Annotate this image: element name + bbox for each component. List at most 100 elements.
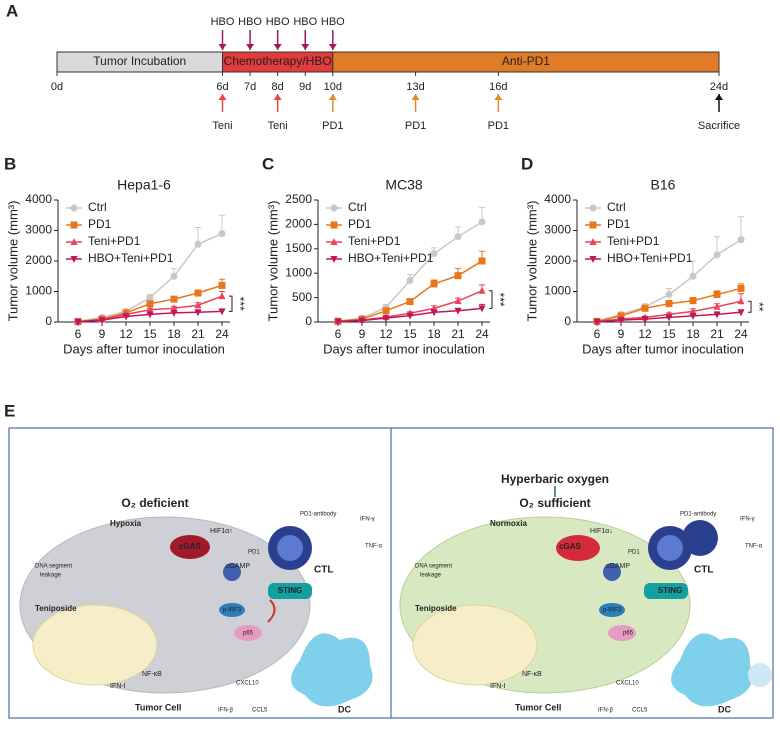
schematic-label: DNA segment [415,564,452,570]
schematic-label: Teniposide [415,604,457,613]
x-axis-label: Days after tumor inoculation [323,341,485,356]
y-tick-label: 0 [564,314,571,328]
data-point [455,233,462,240]
event-label: PD1 [322,120,343,132]
schematic-label: CXCL10 [236,681,259,687]
chart-title: Hepa1-6 [117,177,171,193]
legend-marker [590,222,597,229]
schematic-label: CTL [694,565,713,576]
event-arrowhead [412,94,420,100]
schematic-label: p-IRF3 [223,608,242,614]
schematic-label: cGAMP [606,563,630,570]
schematic-label: cGAMP [226,563,250,570]
schematic-label: NF-κB [142,671,162,678]
schematic-label: IFN-γ [740,517,755,523]
phase-label: Anti-PD1 [502,54,550,68]
data-point [219,292,226,299]
schematic-label: IFN-β [598,708,614,714]
legend-label: Teni+PD1 [348,234,401,248]
chart-title: B16 [651,177,676,193]
x-tick-label: 15 [662,327,676,341]
legend-marker [331,222,338,229]
schematic-label: CXCL10 [616,681,639,687]
x-axis-label: Days after tumor inoculation [63,341,225,356]
schematic-label: IFN-γ [360,517,375,523]
x-tick-label: 9 [359,327,366,341]
schematic-label: DNA segment [35,564,72,570]
schematic-label: IFN-I [110,683,126,690]
legend-label: PD1 [348,217,372,231]
y-tick-label: 0 [305,314,312,328]
y-axis-label: Tumor volume (mm³) [524,201,539,322]
y-tick-label: 2000 [285,217,312,231]
significance-bracket [489,291,492,309]
y-tick-label: 3000 [25,223,52,237]
y-tick-label: 1000 [285,265,312,279]
legend-marker [71,205,78,212]
data-point [714,251,721,258]
y-tick-label: 500 [292,290,312,304]
event-label: HBO [293,16,317,28]
significance-label: *** [493,293,507,307]
schematic-label: PD1-antibody [680,512,716,518]
data-point [479,287,486,294]
timeline-tick-label: 9d [299,81,311,93]
event-arrowhead [219,94,227,100]
y-tick-label: 4000 [25,192,52,206]
event-arrowhead [274,44,282,50]
event-label: Teni [268,120,288,132]
phase-label: Tumor Incubation [93,54,186,68]
data-point [147,294,154,301]
data-point [171,273,178,280]
y-tick-label: 1500 [285,241,312,255]
panel-label: A [6,1,18,20]
schematic-label: O₂ sufficient [519,496,590,510]
legend-label: Ctrl [88,200,107,214]
x-tick-label: 24 [475,327,489,341]
schematic-label: STING [658,586,682,595]
event-label: PD1 [405,120,426,132]
schematic-label: IFN-β [218,708,234,714]
event-arrowhead [329,44,337,50]
data-point [171,296,178,303]
legend-marker [71,222,78,229]
schematic-label: p65 [623,631,634,637]
schematic-label: TNF-α [365,544,383,550]
x-axis-label: Days after tumor inoculation [582,341,744,356]
schematic-label: STING [278,586,302,595]
schematic-label: Normoxia [490,519,527,528]
data-point [666,291,673,298]
data-point [690,273,697,280]
timeline-tick-label: 6d [216,81,228,93]
schematic-label: PD1-antibody [300,512,336,518]
event-label: Teni [212,120,232,132]
timeline-tick-label: 13d [406,81,424,93]
x-tick-label: 15 [143,327,157,341]
panel-label: E [4,401,15,420]
event-arrowhead [246,44,254,50]
y-tick-label: 2500 [285,192,312,206]
data-point [642,305,649,312]
y-tick-label: 0 [45,314,52,328]
timeline-tick-label: 24d [710,81,728,93]
schematic-label: O₂ deficient [121,496,188,510]
y-tick-label: 1000 [544,284,571,298]
y-tick-label: 2000 [25,253,52,267]
schematic-label: cGAS [179,542,201,551]
schematic-label: HIF1α↑ [210,528,233,535]
timeline-tick-label: 16d [489,81,507,93]
significance-label: *** [233,297,247,311]
event-arrowhead [715,94,723,100]
schematic-label: PD1 [628,550,640,556]
x-tick-label: 24 [734,327,748,341]
data-point [738,285,745,292]
schematic-label: p-IRF3 [603,608,622,614]
panel-label: B [4,154,16,173]
legend-marker [590,205,597,212]
x-tick-label: 21 [191,327,205,341]
event-label: PD1 [488,120,509,132]
event-label: HBO [266,16,290,28]
event-arrowhead [219,44,227,50]
data-point [714,291,721,298]
